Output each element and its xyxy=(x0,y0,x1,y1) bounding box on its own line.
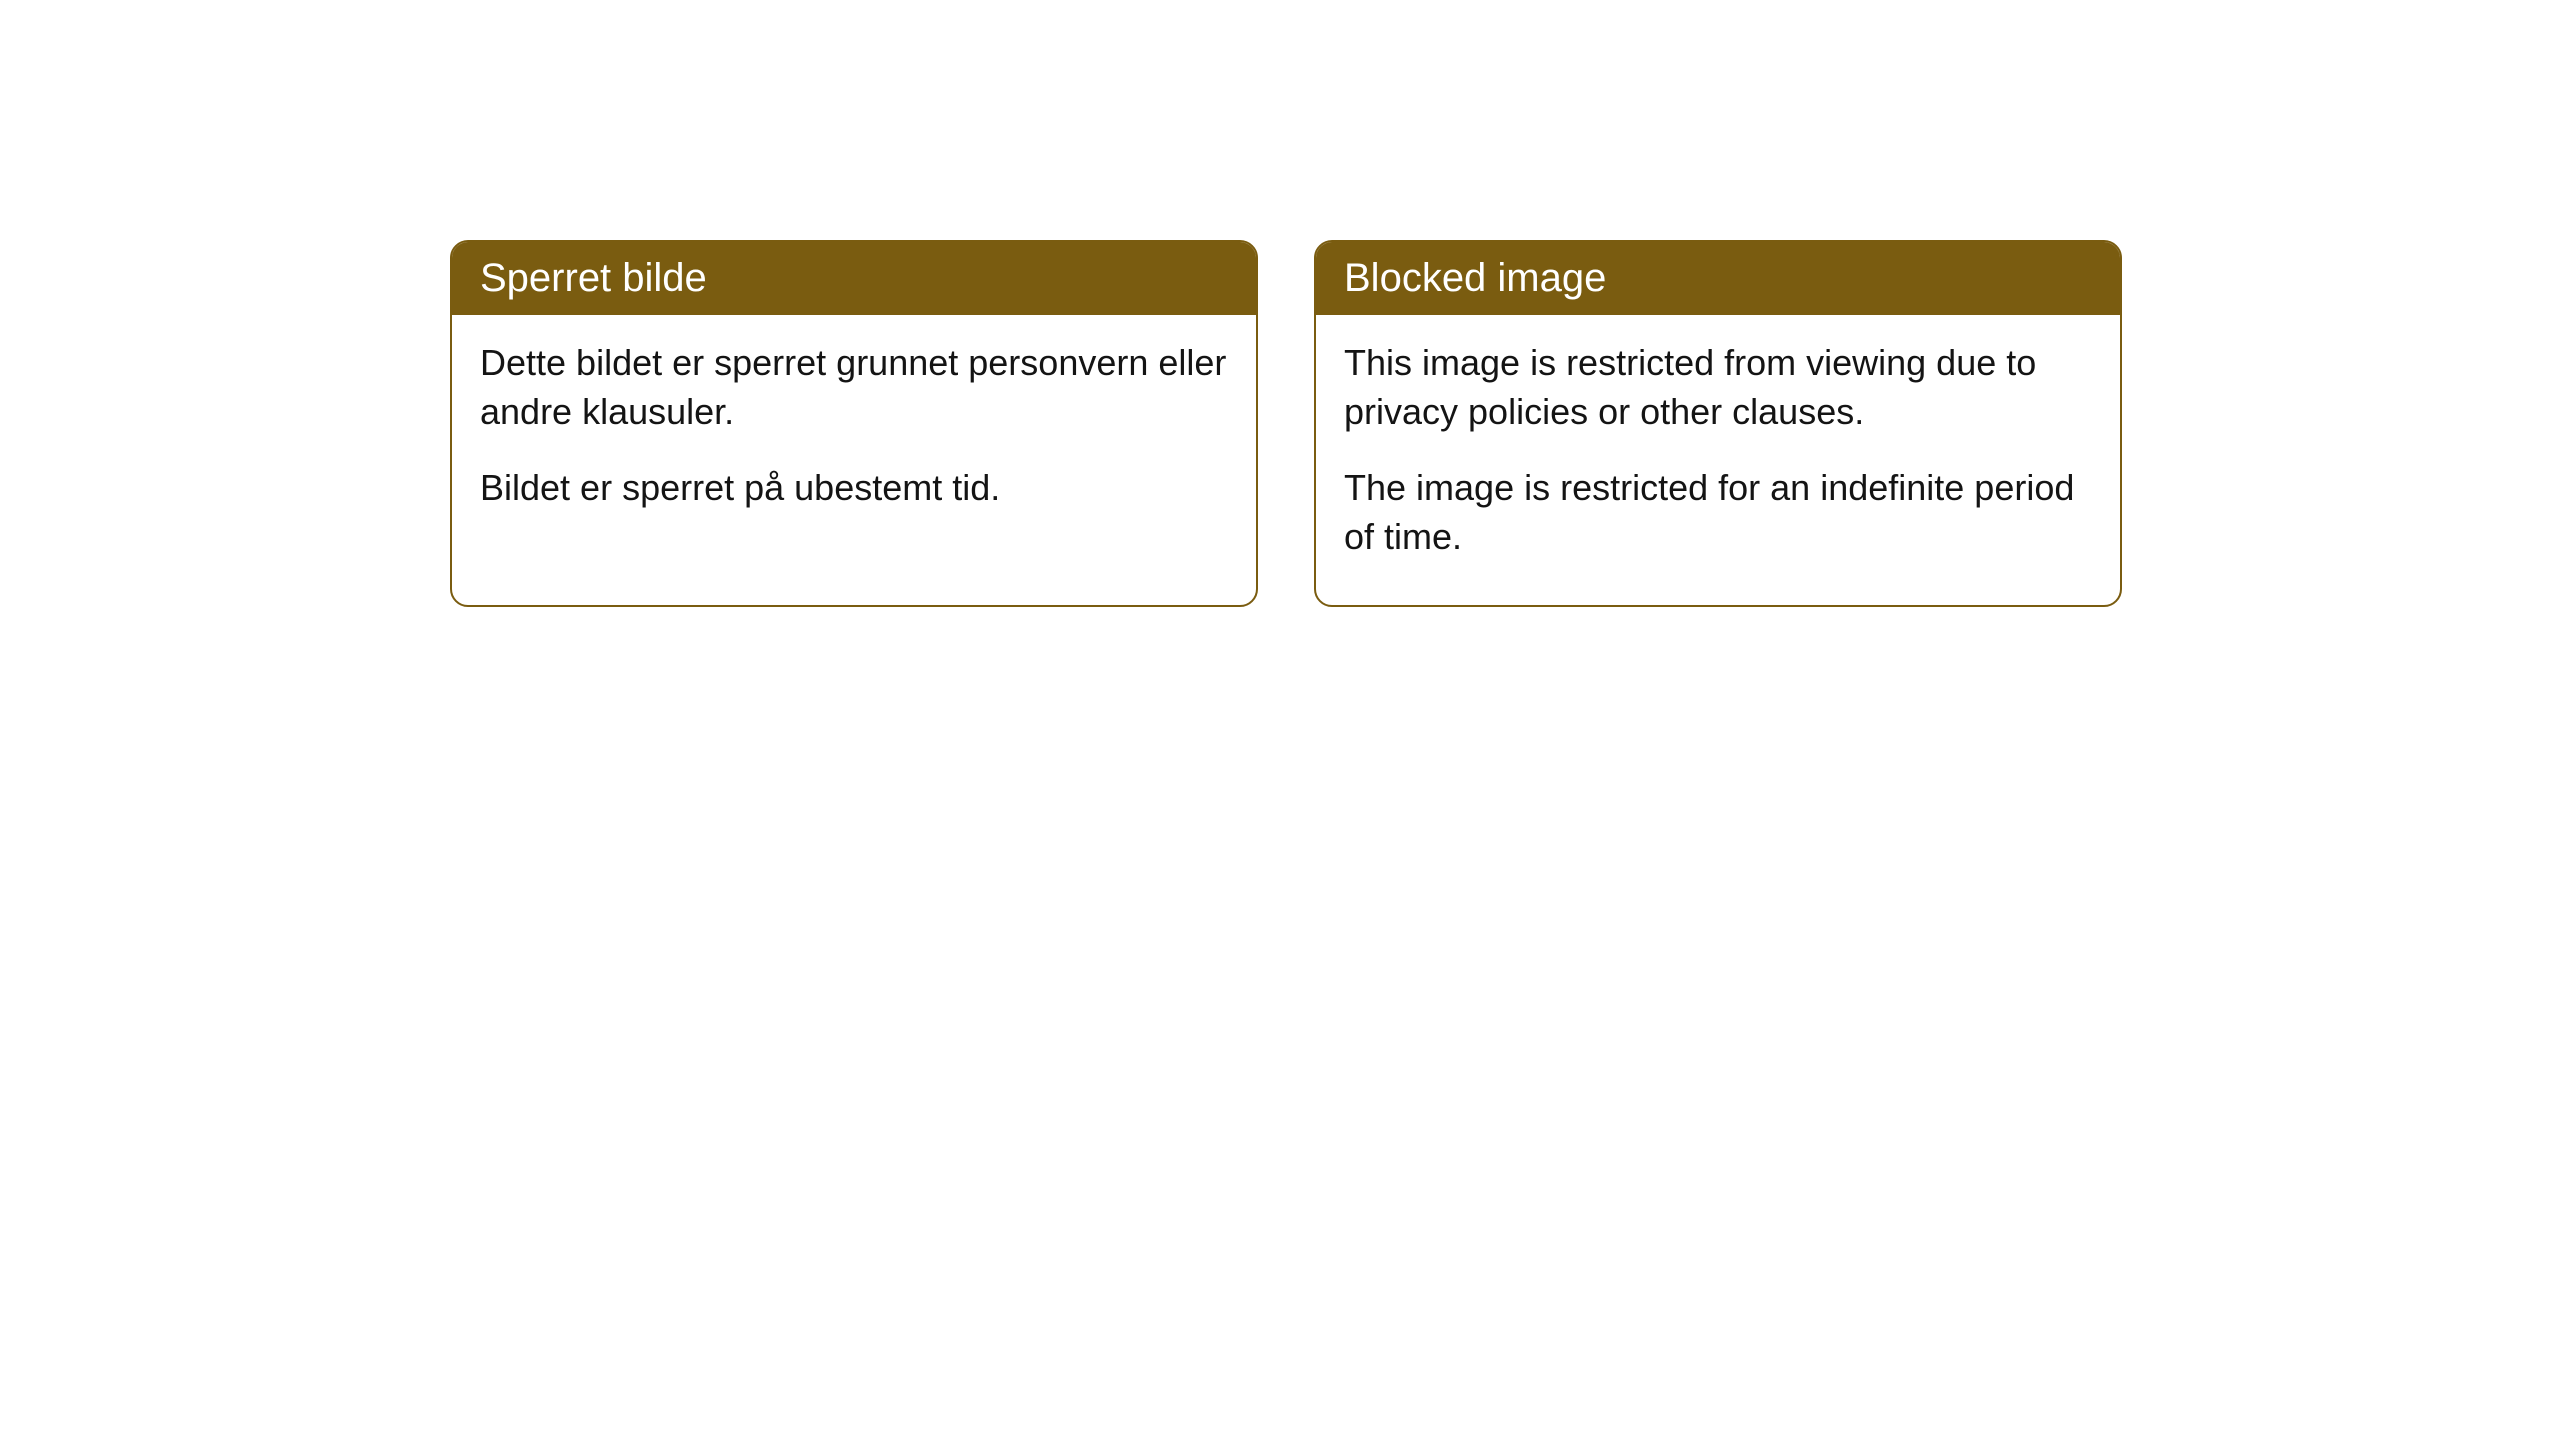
card-paragraph: This image is restricted from viewing du… xyxy=(1344,339,2092,436)
card-header: Blocked image xyxy=(1316,242,2120,315)
card-body: This image is restricted from viewing du… xyxy=(1316,315,2120,605)
card-body: Dette bildet er sperret grunnet personve… xyxy=(452,315,1256,557)
card-title: Sperret bilde xyxy=(480,256,707,300)
card-paragraph: Bildet er sperret på ubestemt tid. xyxy=(480,464,1228,513)
card-paragraph: The image is restricted for an indefinit… xyxy=(1344,464,2092,561)
notice-card-english: Blocked image This image is restricted f… xyxy=(1314,240,2122,607)
notice-card-norwegian: Sperret bilde Dette bildet er sperret gr… xyxy=(450,240,1258,607)
card-paragraph: Dette bildet er sperret grunnet personve… xyxy=(480,339,1228,436)
card-header: Sperret bilde xyxy=(452,242,1256,315)
notice-container: Sperret bilde Dette bildet er sperret gr… xyxy=(450,240,2122,607)
card-title: Blocked image xyxy=(1344,256,1606,300)
